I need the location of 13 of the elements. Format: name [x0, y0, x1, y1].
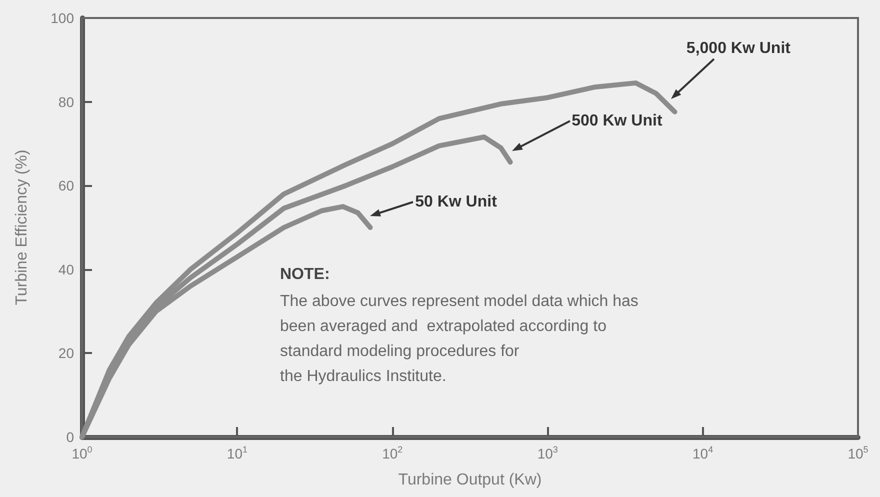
- y-tick-label: 0: [66, 429, 74, 445]
- text: 500 Kw Unit: [572, 112, 663, 130]
- y-tick-label: 20: [58, 345, 74, 362]
- y-tick-label: 40: [58, 261, 74, 278]
- annotation: NOTE:: [280, 266, 330, 283]
- y-tick-label: 80: [58, 94, 74, 110]
- y-tick-label: 100: [50, 10, 74, 26]
- y-axis-title: Turbine Efficiency (%): [14, 150, 30, 306]
- annotation: The above curves represent model data which has been averaged and extrapolated according to standard modeling procedures for the Hydraulics Institute.: [280, 293, 638, 385]
- y-tick-label: 60: [58, 178, 74, 194]
- text: 5,000 Kw Unit: [686, 40, 792, 58]
- x-axis-title: Turbine Output (Kw): [398, 472, 542, 488]
- text: 50 Kw Unit: [415, 194, 498, 211]
